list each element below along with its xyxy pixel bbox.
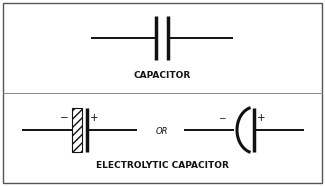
Text: −: − — [218, 113, 226, 122]
Text: CAPACITOR: CAPACITOR — [133, 70, 191, 79]
Text: +: + — [90, 113, 98, 123]
Text: +: + — [257, 113, 266, 123]
Text: OR: OR — [156, 127, 168, 137]
Bar — [72, 108, 82, 152]
Text: ELECTROLYTIC CAPACITOR: ELECTROLYTIC CAPACITOR — [96, 161, 228, 169]
Text: −: − — [60, 113, 69, 123]
